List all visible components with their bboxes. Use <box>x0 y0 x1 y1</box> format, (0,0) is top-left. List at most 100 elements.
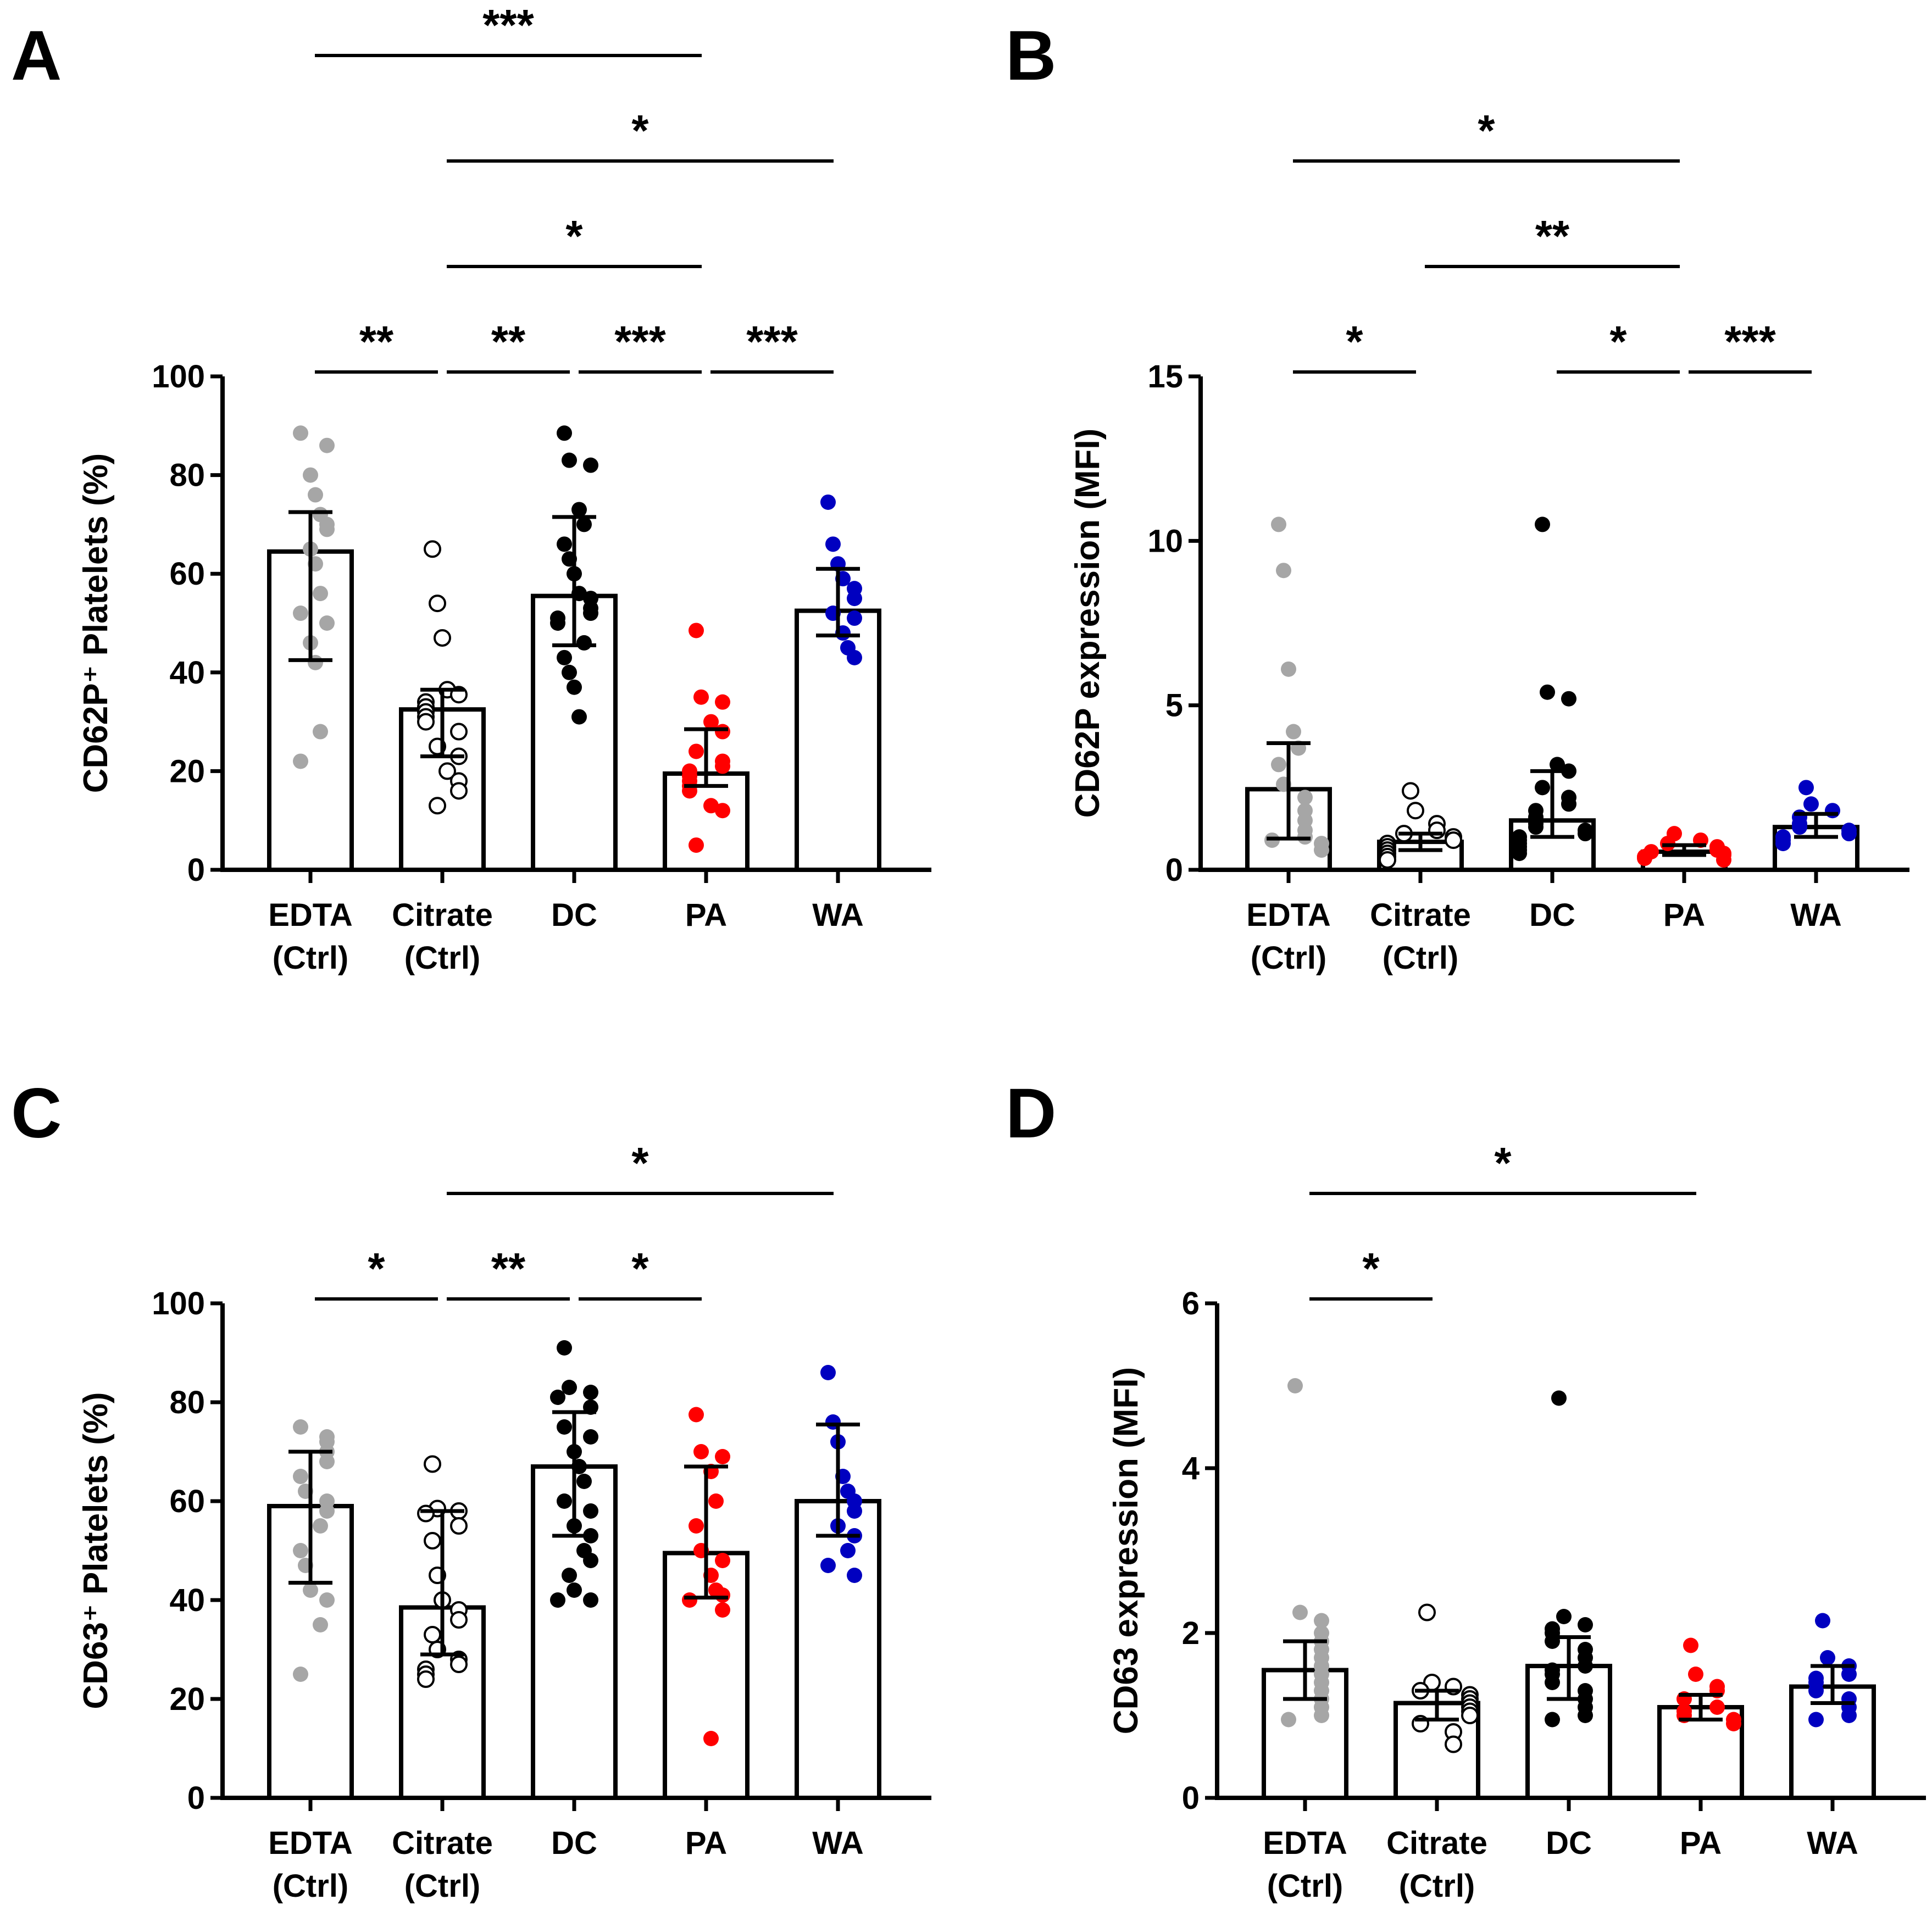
panel-c-category-label: Citrate <box>392 1825 493 1861</box>
panel-c-data-point-dc <box>576 1474 592 1489</box>
panel-b-significance-stars: * <box>1478 106 1495 155</box>
panel-c-data-point-pa <box>715 1449 730 1464</box>
panel-b-category-sublabel: (Ctrl) <box>1383 940 1459 976</box>
panel-a-significance-stars: ** <box>359 317 394 366</box>
panel-c-data-point-edta <box>319 1592 335 1608</box>
panel-a-data-point-wa <box>847 591 862 607</box>
panel-b-y-tick-label: 15 <box>1147 359 1183 395</box>
panel-c-significance-stars: * <box>368 1244 385 1293</box>
panel-d-data-point-dc <box>1551 1390 1567 1406</box>
panel-c-data-point-wa <box>840 1543 856 1558</box>
panel-c-data-point-dc <box>583 1592 598 1608</box>
panel-a-y-tick-label: 20 <box>169 753 205 789</box>
panel-b-y-tick-label: 10 <box>1147 523 1183 559</box>
panel-d-data-point-dc <box>1556 1609 1572 1624</box>
panel-a-data-point-wa <box>820 494 836 510</box>
panel-c-data-point-pa <box>708 1493 724 1509</box>
panel-a-data-point-pa <box>715 803 730 819</box>
panel-a-bar-wa <box>795 608 881 873</box>
panel-a-y-tick-label: 80 <box>169 458 205 493</box>
panel-c-data-point-wa <box>820 1365 836 1380</box>
panel-b-data-point-dc <box>1540 684 1555 700</box>
panel-a-data-point-wa <box>847 610 862 626</box>
panel-a-data-point-dc <box>550 615 565 631</box>
panel-c-y-tick-label: 40 <box>169 1582 205 1618</box>
panel-d-data-point-edta <box>1281 1712 1296 1728</box>
panel-c-data-point-edta <box>293 1667 308 1682</box>
panel-a-category-label: PA <box>685 897 727 933</box>
panel-a-data-point-citrate <box>450 723 468 741</box>
panel-d-data-point-pa <box>1683 1637 1698 1653</box>
panel-a-significance-stars: *** <box>746 317 798 366</box>
panel-d-data-point-pa <box>1688 1667 1703 1682</box>
panel-a-data-point-dc <box>583 606 598 621</box>
panel-a-significance-stars: *** <box>614 317 666 366</box>
panel-d-category-label: DC <box>1546 1825 1592 1861</box>
panel-b-category-label: DC <box>1529 897 1575 933</box>
panel-d: D 0 2 4 6 CD63 expression (MFI) EDTA (Ctrl) Cit… <box>1006 1074 1926 1904</box>
panel-a-data-point-pa <box>689 623 704 638</box>
panel-c-letter: C <box>11 1074 62 1153</box>
panel-d-data-point-edta <box>1314 1613 1329 1629</box>
panel-a-data-point-citrate <box>417 713 435 731</box>
panel-a-data-point-pa <box>715 694 730 710</box>
panel-b-data-point-wa <box>1792 819 1807 835</box>
panel-a-data-point-dc <box>562 664 577 680</box>
panel-d-y-tick-label: 2 <box>1182 1615 1200 1651</box>
panel-c-category-sublabel: (Ctrl) <box>273 1868 349 1904</box>
panel-b-data-point-edta <box>1314 842 1329 858</box>
panel-a-data-point-citrate <box>450 782 468 800</box>
panel-a-data-point-citrate <box>429 595 446 613</box>
panel-a-data-point-pa <box>715 758 730 774</box>
panel-d-data-point-edta <box>1287 1378 1303 1393</box>
panel-a-data-point-edta <box>303 467 318 483</box>
panel-d-y-axis-label: CD63 expression (MFI) <box>1107 1367 1145 1734</box>
panel-b-data-point-dc <box>1578 826 1593 842</box>
panel-a-data-point-wa <box>825 536 841 552</box>
panel-a-data-point-pa <box>703 714 719 730</box>
panel-d-category-sublabel: (Ctrl) <box>1267 1868 1343 1904</box>
panel-d-bar-wa <box>1789 1684 1876 1800</box>
panel-d-data-point-edta <box>1314 1708 1329 1723</box>
panel-a-data-point-pa <box>715 724 730 740</box>
panel-b-category-label: PA <box>1663 897 1705 933</box>
panel-a-category-label: Citrate <box>392 897 493 933</box>
panel-a-data-point-edta <box>319 521 335 537</box>
panel-a-data-point-dc <box>571 502 587 518</box>
panel-a-data-point-citrate <box>424 540 441 558</box>
panel-b-y-axis-label: CD62P expression (MFI) <box>1069 429 1107 818</box>
panel-c-data-point-dc <box>550 1390 565 1405</box>
panel-a-data-point-edta <box>293 753 308 769</box>
panel-c-data-point-pa <box>689 1407 704 1423</box>
panel-c-data-point-pa <box>715 1602 730 1618</box>
panel-c-data-point-citrate <box>450 1517 468 1535</box>
panel-b-category-label: EDTA <box>1246 897 1331 933</box>
panel-b-data-point-edta <box>1297 790 1313 806</box>
panel-a: A 0 20 40 60 80 100 CD62P⁺ Platelets (%) EDTA (C… <box>11 1 931 976</box>
panel-b-significance-stars: ** <box>1535 212 1570 260</box>
panel-c-y-tick-label: 0 <box>187 1780 205 1816</box>
panel-c-data-point-dc <box>562 1568 577 1583</box>
panel-c-data-point-pa <box>715 1553 730 1568</box>
panel-b-data-point-citrate <box>1407 802 1424 820</box>
panel-b-data-point-wa <box>1803 796 1819 812</box>
panel-b-significance-stars: * <box>1346 317 1363 366</box>
panel-d-category-label: Citrate <box>1386 1825 1487 1861</box>
panel-a-data-point-edta <box>319 615 335 631</box>
panel-d-data-point-wa <box>1808 1683 1824 1698</box>
panel-a-data-point-pa <box>689 837 704 853</box>
panel-b-category-label: WA <box>1790 897 1841 933</box>
panel-a-category-label: DC <box>551 897 597 933</box>
panel-b-significance-stars: *** <box>1724 317 1776 366</box>
panel-c-data-point-citrate <box>424 1532 441 1550</box>
panel-a-significance-stars: *** <box>482 1 534 49</box>
panel-c-data-point-pa <box>715 1587 730 1603</box>
panel-d-category-label: PA <box>1680 1825 1722 1861</box>
panel-c: C 0 20 40 60 80 100 CD63⁺ Platelets (%) EDTA (Ct… <box>11 1074 931 1904</box>
panel-d-significance-stars: * <box>1362 1244 1380 1293</box>
panel-c-data-point-dc <box>550 1592 565 1608</box>
panel-c-data-point-pa <box>693 1444 709 1459</box>
panel-a-letter: A <box>11 16 62 95</box>
panel-d-data-point-wa <box>1841 1667 1857 1682</box>
